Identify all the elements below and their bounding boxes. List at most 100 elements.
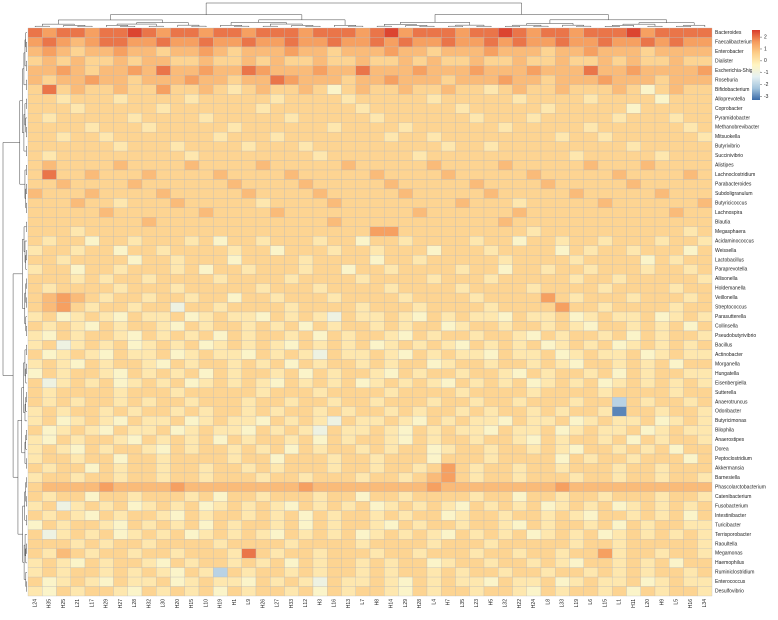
heatmap-cell [184,397,200,407]
heatmap-cell [697,491,713,502]
heatmap-cell [156,406,171,417]
heatmap-cell [99,444,114,455]
heatmap-cell [227,27,242,38]
heatmap-cell [27,387,43,398]
heatmap-cell [498,84,513,95]
heatmap-cell [156,567,171,578]
heatmap-cell [170,75,185,85]
heatmap-cell [27,472,43,483]
heatmap-cell [42,340,57,351]
heatmap-cell [284,27,299,38]
heatmap-cell [341,397,356,407]
heatmap-cell [170,113,185,123]
heatmap-cell [498,397,513,407]
heatmap-cell [441,434,456,445]
heatmap-cell [612,311,627,322]
heatmap-cell [555,368,570,379]
heatmap-cell [526,122,542,133]
heatmap-cell [327,141,342,152]
heatmap-cell [597,586,613,597]
heatmap-cell [540,94,556,104]
heatmap-cell [654,65,670,76]
heatmap-cell [612,160,627,171]
heatmap-cell [369,491,385,502]
dendrogram-branch [22,68,24,133]
heatmap-cell [56,236,71,246]
heatmap-cell [369,406,385,417]
heatmap-cell [213,340,228,351]
heatmap-cell [498,37,513,48]
heatmap-cell [284,56,299,67]
heatmap-cell [498,103,513,114]
heatmap-cell [483,255,499,265]
heatmap-cell [426,226,442,237]
heatmap-cell [42,94,57,104]
heatmap-cell [369,434,385,445]
heatmap-cell [284,283,299,294]
heatmap-cell [355,226,371,237]
heatmap-cell [270,415,285,426]
heatmap-cell [569,255,584,265]
heatmap-cell [426,94,442,104]
heatmap-cell [540,37,556,48]
heatmap-cell [455,415,470,426]
heatmap-cell [341,226,356,237]
heatmap-cell [412,245,428,256]
heatmap-cell [583,576,599,587]
heatmap-cell [184,27,200,38]
heatmap-cell [483,311,499,322]
heatmap-cell [426,188,442,199]
heatmap-cell [99,501,114,511]
column-label: H35 [47,599,53,608]
heatmap-cell [612,264,627,275]
dendrogram-branch [512,24,542,27]
heatmap-cell [669,217,684,227]
heatmap-cell [597,576,613,587]
heatmap-cell [42,444,57,455]
heatmap-cell [341,472,356,483]
heatmap-cell [255,27,271,38]
heatmap-cell [469,141,485,152]
heatmap-cell [369,179,385,190]
heatmap-cell [654,245,670,256]
heatmap-cell [640,188,656,199]
heatmap-cell [555,463,570,474]
heatmap-cell [213,311,228,322]
heatmap-cell [540,349,556,360]
heatmap-cell [156,520,171,530]
column-label: L33 [560,599,566,608]
heatmap-cell [697,463,713,474]
heatmap-cell [99,273,114,284]
heatmap-cell [213,510,228,521]
heatmap-cell [697,349,713,360]
heatmap-cell [384,94,399,104]
heatmap-cell [56,122,71,133]
heatmap-cell [198,311,214,322]
heatmap-cell [483,397,499,407]
heatmap-cell [327,56,342,67]
heatmap-cell [640,160,656,171]
heatmap-cell [626,188,641,199]
heatmap-cell [56,75,71,85]
heatmap-cell [127,94,143,104]
heatmap-cell [654,340,670,351]
heatmap-cell [583,302,599,313]
heatmap-cell [483,226,499,237]
heatmap-cell [441,160,456,171]
heatmap-cell [398,349,413,360]
heatmap-cell [540,292,556,303]
heatmap-cell [526,169,542,180]
heatmap-cell [156,463,171,474]
dendrogram-branch [25,32,27,48]
heatmap-cell [526,415,542,426]
heatmap-cell [327,415,342,426]
heatmap-cell [697,113,713,123]
heatmap-cell [355,37,371,48]
heatmap-cell [56,359,71,369]
heatmap-cell [227,368,242,379]
heatmap-cell [640,359,656,369]
heatmap-cell [583,255,599,265]
heatmap-cell [384,255,399,265]
heatmap-cell [113,94,128,104]
heatmap-cell [255,179,271,190]
